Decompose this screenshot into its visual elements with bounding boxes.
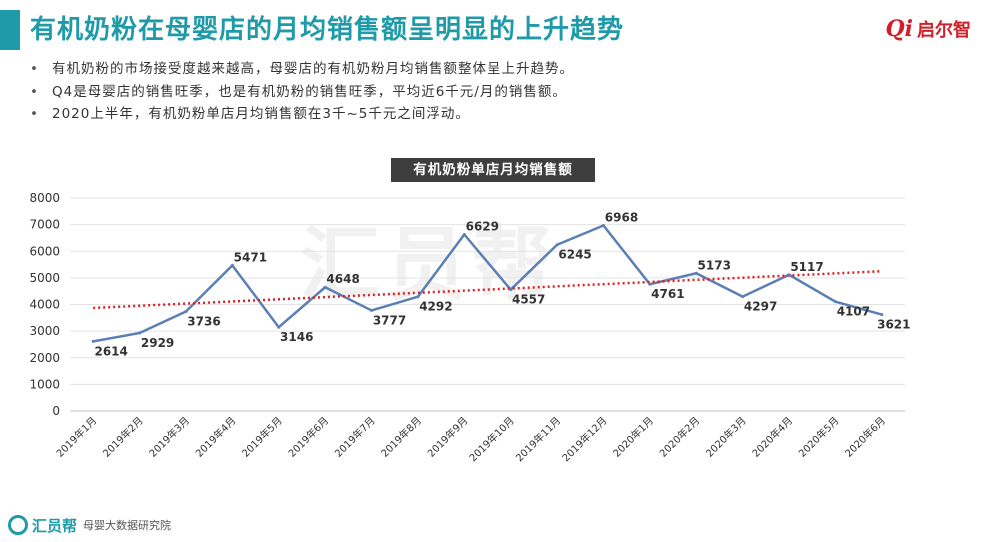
brand-mark: Qi: [885, 16, 913, 42]
x-tick-label: 2019年6月: [285, 414, 331, 460]
data-label: 6629: [466, 220, 499, 234]
data-point: [230, 263, 234, 267]
x-tick-label: 2019年4月: [193, 414, 239, 460]
footer-subtitle: 母婴大数据研究院: [83, 519, 172, 532]
y-tick-label: 7000: [29, 218, 60, 232]
x-tick-label: 2020年2月: [657, 414, 703, 460]
page-title: 有机奶粉在母婴店的月均销售额呈明显的上升趋势: [30, 15, 625, 45]
y-tick-label: 3000: [29, 324, 60, 338]
x-tick-label: 2019年7月: [332, 414, 378, 460]
data-point: [833, 300, 837, 304]
x-tick-label: 2019年11月: [513, 414, 563, 464]
data-point: [138, 331, 142, 335]
footer: 汇员帮 母婴大数据研究院: [8, 512, 171, 538]
data-point: [787, 273, 791, 277]
trend-line: [93, 269, 882, 310]
footer-brand-name: 汇员帮: [32, 516, 78, 535]
data-label: 3736: [187, 315, 220, 329]
data-label: 4292: [419, 300, 452, 314]
data-point: [323, 285, 327, 289]
data-point: [416, 295, 420, 299]
data-point: [370, 308, 374, 312]
brand-text: 启尔智: [917, 20, 971, 41]
footer-logo-icon: [8, 515, 28, 535]
series-line: [92, 224, 883, 343]
x-tick-label: 2019年8月: [378, 414, 424, 460]
brand-logo: Qi 启尔智: [885, 14, 971, 44]
y-tick-label: 2000: [29, 351, 60, 365]
x-tick-label: 2019年12月: [559, 414, 609, 464]
data-label: 4648: [326, 272, 359, 286]
data-point: [694, 271, 698, 275]
data-label: 2929: [141, 336, 174, 350]
data-label: 5173: [698, 258, 731, 272]
y-tick-label: 6000: [29, 244, 60, 258]
bullet-item: Q4是母婴店的销售旺季，也是有机奶粉的销售旺季，平均近6千元/月的销售额。: [30, 81, 574, 104]
data-point: [601, 223, 605, 227]
x-tick-label: 2019年2月: [100, 414, 146, 460]
y-tick-label: 8000: [29, 191, 60, 205]
y-tick-label: 4000: [29, 298, 60, 312]
data-label: 4557: [512, 293, 545, 307]
data-label: 3621: [877, 318, 910, 332]
data-label: 5117: [790, 260, 823, 274]
data-label: 4761: [651, 287, 684, 301]
data-label: 6245: [558, 248, 591, 262]
x-tick-label: 2019年9月: [425, 414, 471, 460]
data-point: [880, 313, 884, 317]
data-point: [277, 325, 281, 329]
x-tick-label: 2020年4月: [749, 414, 795, 460]
x-tick-label: 2020年6月: [842, 414, 888, 460]
data-label: 5471: [234, 250, 267, 264]
y-tick-label: 1000: [29, 377, 60, 391]
x-tick-label: 2019年1月: [53, 414, 99, 460]
data-label: 2614: [94, 344, 127, 358]
bullet-item: 有机奶粉的市场接受度越来越高，母婴店的有机奶粉月均销售额整体呈上升趋势。: [30, 58, 574, 81]
x-tick-label: 2019年5月: [239, 414, 285, 460]
data-label: 3777: [373, 313, 406, 327]
title-bar: 有机奶粉在母婴店的月均销售额呈明显的上升趋势 Qi 启尔智: [0, 8, 983, 52]
y-tick-label: 0: [52, 404, 60, 418]
x-tick-label: 2020年5月: [796, 414, 842, 460]
data-point: [555, 243, 559, 247]
x-tick-label: 2019年10月: [466, 414, 516, 464]
bullet-item: 2020上半年，有机奶粉单店月均销售额在3千~5千元之间浮动。: [30, 103, 574, 126]
data-point: [648, 282, 652, 286]
data-label: 4107: [837, 305, 870, 319]
bullet-list: 有机奶粉的市场接受度越来越高，母婴店的有机奶粉月均销售额整体呈上升趋势。 Q4是…: [30, 58, 574, 126]
x-tick-label: 2020年1月: [610, 414, 656, 460]
data-point: [184, 310, 188, 314]
data-label: 4297: [744, 300, 777, 314]
y-tick-label: 5000: [29, 271, 60, 285]
data-label: 3146: [280, 330, 313, 344]
title-accent-bar: [0, 10, 20, 50]
chart-title: 有机奶粉单店月均销售额: [391, 158, 595, 182]
x-tick-label: 2019年3月: [146, 414, 192, 460]
x-tick-label: 2020年3月: [703, 414, 749, 460]
data-point: [509, 288, 513, 292]
data-label: 6968: [605, 210, 638, 224]
data-point: [91, 339, 95, 343]
data-point: [741, 295, 745, 299]
data-point: [462, 233, 466, 237]
